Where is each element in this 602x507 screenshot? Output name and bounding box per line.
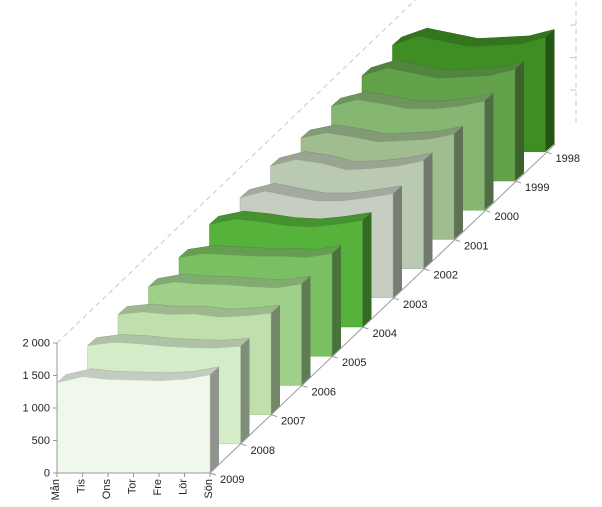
ribbon-side (484, 93, 494, 211)
series-tick (240, 443, 247, 447)
series-tick (270, 414, 278, 418)
ribbon-side (515, 61, 524, 182)
series-label: 1998 (556, 153, 580, 165)
series-label: 2007 (281, 416, 305, 428)
x-tick-label: Fre (152, 479, 164, 496)
series-label: 2009 (220, 474, 244, 486)
ribbon-side (393, 185, 402, 298)
ribbon-side (271, 305, 280, 415)
series-tick (453, 238, 461, 242)
ribbon-2009 (56, 366, 220, 474)
y-tick-label: 2 000 (22, 338, 50, 350)
series-label: 2004 (373, 328, 397, 340)
series-label: 2006 (312, 386, 336, 398)
y-tick-label: 0 (44, 468, 50, 480)
ribbon-side (423, 152, 433, 269)
x-tick-label: Mån (50, 479, 62, 500)
x-axis: Mån Tis Ons Tor Fre Lör Sön (50, 472, 215, 500)
ribbon-side (301, 276, 311, 386)
series-tick (331, 355, 339, 359)
series-label: 2003 (403, 299, 427, 311)
series-label: 2001 (464, 240, 488, 252)
series-label: 2008 (251, 445, 275, 457)
series-tick (514, 180, 522, 184)
ribbon-side (332, 245, 341, 357)
ribbon-front (56, 374, 211, 474)
series-tick (545, 151, 552, 155)
ribbon-side (210, 366, 219, 473)
y-axis: 0 500 1 000 1 500 2 000 (22, 338, 58, 480)
y-tick-label: 1 500 (22, 370, 50, 382)
x-tick-label: Tis (76, 479, 88, 494)
x-tick-label: Tor (127, 479, 139, 495)
y-tick-label: 500 (32, 435, 50, 447)
series-label: 2000 (495, 211, 519, 223)
series-label: 1999 (525, 182, 549, 194)
x-tick-label: Lör (178, 479, 190, 495)
ribbon-side (240, 338, 250, 444)
series-label: 2002 (434, 270, 458, 282)
y-tick-label: 1 000 (22, 403, 50, 415)
series-axis: 2009 2008 2007 2006 2005 2004 2003 2002 2001 2000… (209, 143, 580, 486)
series-tick (423, 268, 430, 272)
wall-edge (56, 0, 416, 344)
series-tick (209, 472, 217, 476)
ribbon-side (362, 212, 372, 327)
series-tick (392, 297, 400, 301)
ribbon-side (454, 126, 463, 240)
series-ribbons (56, 27, 555, 474)
series-tick (301, 384, 308, 388)
ribbon-side (545, 29, 555, 152)
series-tick (362, 326, 369, 330)
series-axis-line (209, 143, 556, 474)
x-tick-label: Ons (101, 479, 113, 500)
x-tick-label: Sön (203, 479, 215, 499)
series-label: 2005 (342, 357, 366, 369)
series-tick (484, 209, 491, 213)
